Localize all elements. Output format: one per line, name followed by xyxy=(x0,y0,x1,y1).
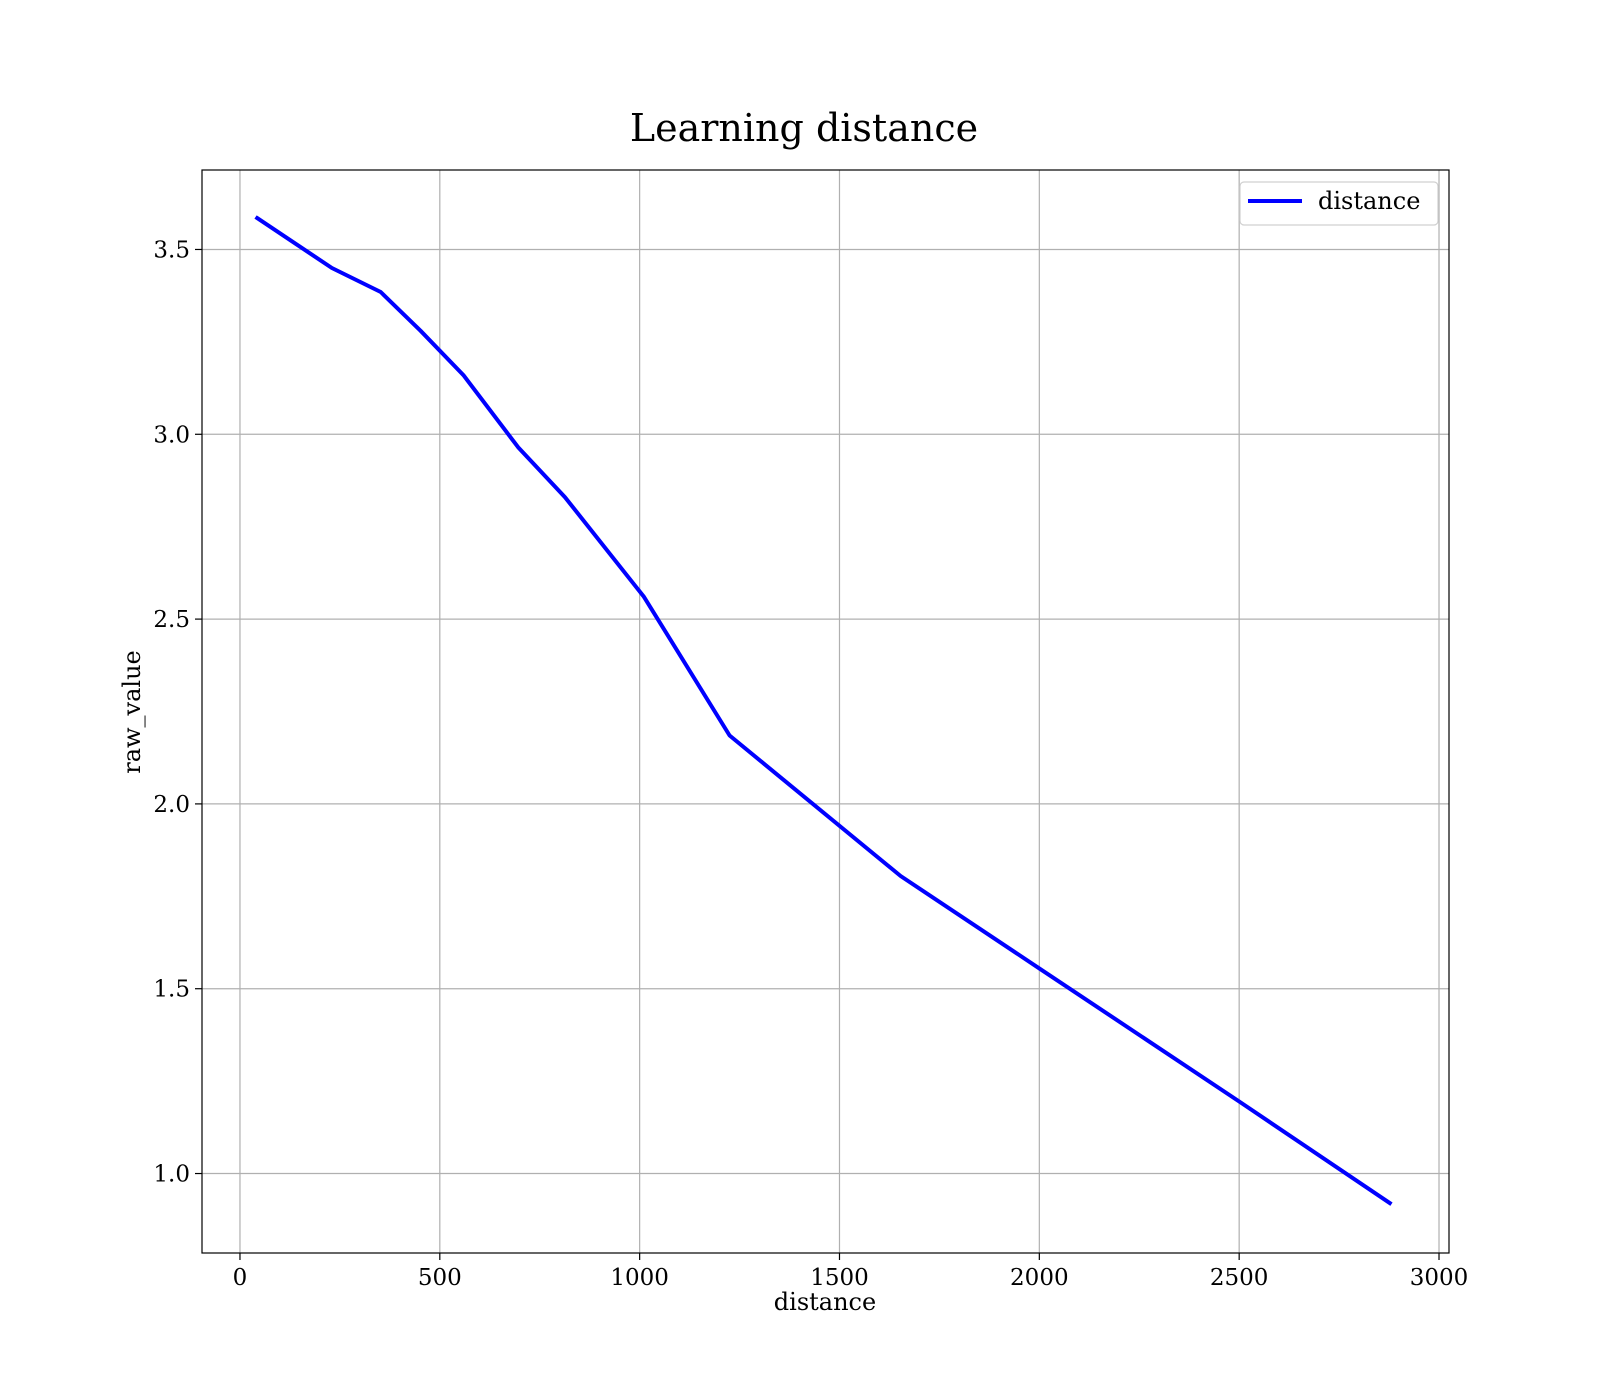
y-tick-label: 3.5 xyxy=(153,237,190,263)
y-tick-label: 3.0 xyxy=(153,422,190,448)
y-tick-label: 2.0 xyxy=(153,792,190,818)
grid xyxy=(202,170,1449,1253)
x-tick-label: 1500 xyxy=(810,1265,869,1291)
x-tick-label: 1000 xyxy=(610,1265,669,1291)
x-tick-label: 3000 xyxy=(1410,1265,1469,1291)
legend-box xyxy=(1239,181,1439,226)
y-tick-label: 2.5 xyxy=(153,607,190,633)
legend-entry-distance: distance xyxy=(1318,187,1420,215)
x-tick-label: 2000 xyxy=(1010,1265,1069,1291)
x-axis-label: distance xyxy=(774,1288,876,1316)
x-tick-label: 500 xyxy=(418,1265,462,1291)
series-line-distance xyxy=(254,215,1393,1206)
plot-area-frame xyxy=(201,169,1450,1254)
y-tick-label: 1.0 xyxy=(153,1162,190,1188)
chart-title: Learning distance xyxy=(630,106,978,150)
x-tick-label: 0 xyxy=(233,1265,248,1291)
x-axis-ticks: 0 500 1000 1500 2000 2500 3000 xyxy=(233,1253,1469,1291)
y-tick-label: 1.5 xyxy=(153,977,190,1003)
legend: distance xyxy=(1239,181,1439,226)
y-axis-ticks: 1.0 1.5 2.0 2.5 3.0 3.5 xyxy=(153,237,202,1188)
x-tick-label: 2500 xyxy=(1210,1265,1269,1291)
series-layer xyxy=(254,215,1393,1206)
y-axis-label: raw_value xyxy=(118,650,146,774)
